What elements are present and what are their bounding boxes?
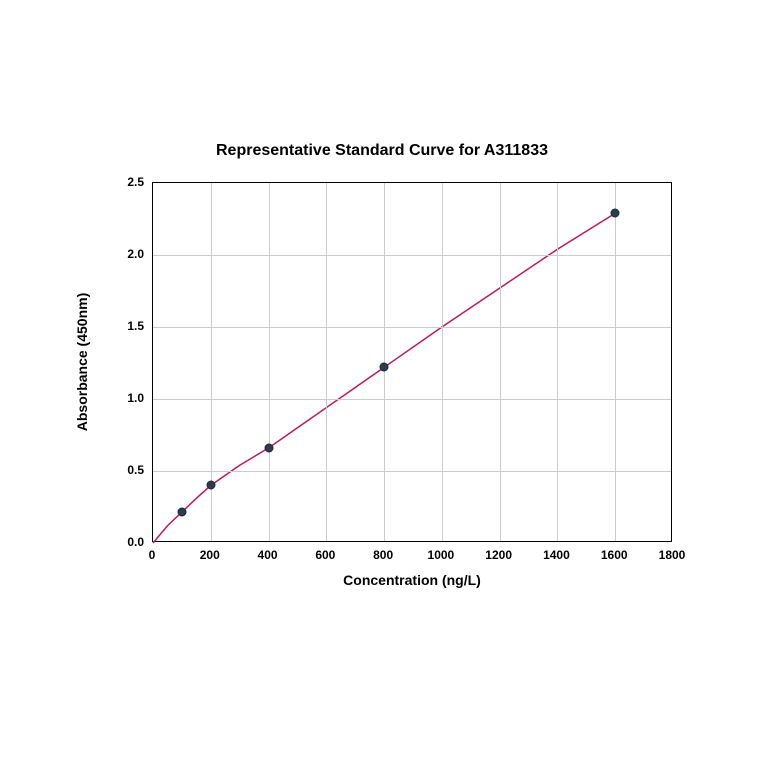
- curve-svg: [153, 183, 671, 541]
- grid-line-vertical: [500, 183, 501, 541]
- data-point: [177, 508, 186, 517]
- x-tick-label: 600: [315, 548, 335, 562]
- grid-line-horizontal: [153, 327, 671, 328]
- y-tick-label: 1.5: [127, 319, 144, 333]
- data-point: [380, 363, 389, 372]
- x-tick-label: 1200: [485, 548, 512, 562]
- data-point: [611, 209, 620, 218]
- y-tick-label: 2.5: [127, 175, 144, 189]
- data-point: [206, 481, 215, 490]
- x-tick-label: 1600: [601, 548, 628, 562]
- grid-line-horizontal: [153, 255, 671, 256]
- grid-line-vertical: [557, 183, 558, 541]
- x-tick-label: 200: [200, 548, 220, 562]
- y-tick-label: 1.0: [127, 391, 144, 405]
- chart-title: Representative Standard Curve for A31183…: [62, 142, 702, 160]
- y-axis-label: Absorbance (450nm): [74, 293, 90, 431]
- y-tick-label: 0.0: [127, 535, 144, 549]
- grid-line-horizontal: [153, 471, 671, 472]
- x-tick-label: 400: [258, 548, 278, 562]
- data-point: [264, 443, 273, 452]
- y-tick-label: 0.5: [127, 463, 144, 477]
- x-tick-label: 1800: [659, 548, 686, 562]
- grid-line-vertical: [442, 183, 443, 541]
- plot-area: [152, 182, 672, 542]
- x-tick-label: 1400: [543, 548, 570, 562]
- grid-line-vertical: [615, 183, 616, 541]
- grid-line-vertical: [326, 183, 327, 541]
- x-tick-label: 0: [149, 548, 156, 562]
- x-tick-label: 800: [373, 548, 393, 562]
- grid-line-horizontal: [153, 399, 671, 400]
- x-tick-label: 1000: [428, 548, 455, 562]
- grid-line-vertical: [269, 183, 270, 541]
- x-axis-label: Concentration (ng/L): [152, 572, 672, 588]
- chart-container: Representative Standard Curve for A31183…: [62, 142, 702, 622]
- y-tick-label: 2.0: [127, 247, 144, 261]
